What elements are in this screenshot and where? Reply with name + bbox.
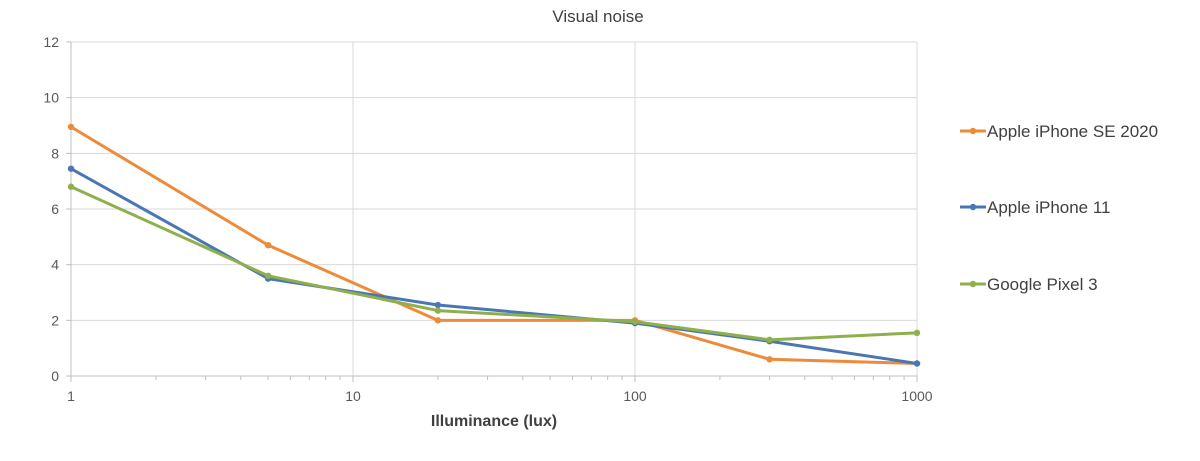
legend-swatch-marker <box>969 203 977 211</box>
data-point <box>264 272 272 279</box>
legend-item: Apple iPhone 11 <box>960 198 1111 217</box>
data-point <box>766 356 773 363</box>
y-tick-label: 4 <box>51 257 59 273</box>
data-point <box>434 301 442 309</box>
legend-label: Apple iPhone 11 <box>987 198 1111 217</box>
series-line <box>69 185 919 342</box>
axes: 0 2 4 6 8 10 12 1 10 100 1000 <box>43 34 932 404</box>
legend-swatch-marker <box>969 127 977 135</box>
legend-item: Apple iPhone SE 2020 <box>960 122 1158 141</box>
y-tick-label: 8 <box>51 145 59 161</box>
y-tick-label: 10 <box>43 90 59 106</box>
data-point <box>67 183 75 190</box>
x-tick-label: 10 <box>345 388 361 404</box>
data-point <box>67 165 75 172</box>
data-point <box>913 360 921 367</box>
x-tick-label: 1 <box>67 388 75 404</box>
series-line <box>69 125 919 365</box>
chart-title: Visual noise <box>552 7 643 26</box>
data-point <box>434 307 442 314</box>
series-apple-iphone-se-2020 <box>67 123 921 367</box>
legend-item: Google Pixel 3 <box>960 275 1098 294</box>
legend-swatch-marker <box>969 280 977 288</box>
data-point <box>913 329 921 337</box>
data-point <box>264 241 272 249</box>
x-tick-label: 100 <box>623 388 647 404</box>
data-point <box>766 336 773 344</box>
legend: Apple iPhone SE 2020 Apple iPhone 11 Googl… <box>960 122 1158 294</box>
y-tick-label: 6 <box>51 201 59 217</box>
x-tick-label: 1000 <box>901 388 932 404</box>
series-google-pixel-3 <box>67 183 921 344</box>
series-layer <box>67 123 921 367</box>
data-point <box>631 318 639 325</box>
grid <box>71 41 918 376</box>
series-apple-iphone-11 <box>67 165 921 367</box>
legend-label: Apple iPhone SE 2020 <box>987 122 1158 141</box>
y-tick-label: 2 <box>51 312 59 328</box>
series-line <box>69 167 919 365</box>
data-point <box>67 123 75 131</box>
data-point <box>434 317 442 324</box>
legend-label: Google Pixel 3 <box>987 275 1098 294</box>
x-axis-label: Illuminance (lux) <box>431 413 557 430</box>
y-tick-label: 0 <box>51 368 59 384</box>
y-tick-label: 12 <box>43 34 59 50</box>
